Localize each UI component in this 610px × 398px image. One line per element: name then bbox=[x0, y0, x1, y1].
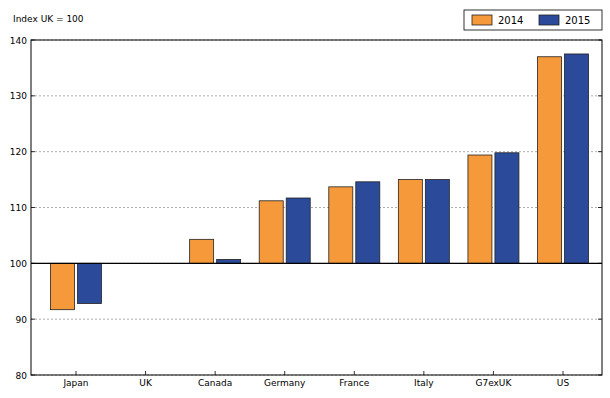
plot-frame bbox=[31, 40, 602, 375]
bar bbox=[78, 263, 102, 303]
bar bbox=[286, 198, 310, 263]
bar bbox=[495, 153, 519, 264]
y-tick bbox=[598, 95, 602, 96]
bar bbox=[398, 180, 422, 264]
x-tick bbox=[145, 371, 146, 375]
y-tick-label: 100 bbox=[10, 259, 27, 269]
grid-line bbox=[31, 319, 602, 320]
x-tick bbox=[354, 371, 355, 375]
x-tick bbox=[215, 371, 216, 375]
x-tick bbox=[284, 371, 285, 375]
bar bbox=[565, 54, 589, 263]
x-tick-label: Germany bbox=[264, 378, 306, 388]
y-tick bbox=[598, 151, 602, 152]
y-tick bbox=[31, 95, 35, 96]
legend-label: 2015 bbox=[565, 15, 590, 26]
legend-box bbox=[464, 10, 602, 30]
x-tick bbox=[563, 371, 564, 375]
bar bbox=[190, 239, 214, 263]
y-tick-label: 110 bbox=[10, 203, 27, 213]
y-tick-label: 80 bbox=[16, 371, 28, 381]
x-tick-label: UK bbox=[139, 378, 153, 388]
y-tick bbox=[598, 207, 602, 208]
bar bbox=[425, 180, 449, 264]
baseline bbox=[31, 263, 602, 264]
x-tick bbox=[76, 371, 77, 375]
y-tick-label: 90 bbox=[16, 315, 28, 325]
title: Index UK = 100 bbox=[13, 14, 84, 24]
chart-svg: 80 90 100 110 120 130 140 Japan UK Canada Germany F… bbox=[0, 0, 610, 398]
x-tick-label: G7exUK bbox=[475, 378, 512, 388]
grid-line bbox=[31, 95, 602, 96]
y-tick bbox=[31, 319, 35, 320]
x-tick-label: US bbox=[557, 378, 570, 388]
bars bbox=[51, 54, 589, 310]
legend-swatch bbox=[472, 15, 492, 25]
x-tick bbox=[493, 371, 494, 375]
y-tick-label: 130 bbox=[10, 91, 27, 101]
x-tick-label: Canada bbox=[198, 378, 232, 388]
y-tick-label: 140 bbox=[10, 36, 27, 46]
legend-swatch bbox=[539, 15, 559, 25]
chart-container: 80 90 100 110 120 130 140 Japan UK Canada Germany F… bbox=[0, 0, 610, 398]
legend: 2014 2015 bbox=[464, 10, 602, 30]
x-tick bbox=[423, 371, 424, 375]
x-tick-label: Japan bbox=[62, 378, 88, 388]
legend-label: 2014 bbox=[498, 15, 523, 26]
grid-line bbox=[31, 263, 602, 264]
bar bbox=[51, 263, 75, 309]
y-tick bbox=[31, 207, 35, 208]
y-tick bbox=[31, 151, 35, 152]
bar bbox=[329, 187, 353, 263]
bar bbox=[538, 57, 562, 264]
y-tick bbox=[598, 319, 602, 320]
x-tick-label: France bbox=[339, 378, 369, 388]
plot-background bbox=[31, 40, 602, 375]
bar bbox=[259, 201, 283, 264]
bar bbox=[356, 182, 380, 264]
x-tick-label: Italy bbox=[414, 378, 434, 388]
y-tick-label: 120 bbox=[10, 147, 27, 157]
bar bbox=[468, 155, 492, 263]
grid-line bbox=[31, 151, 602, 152]
